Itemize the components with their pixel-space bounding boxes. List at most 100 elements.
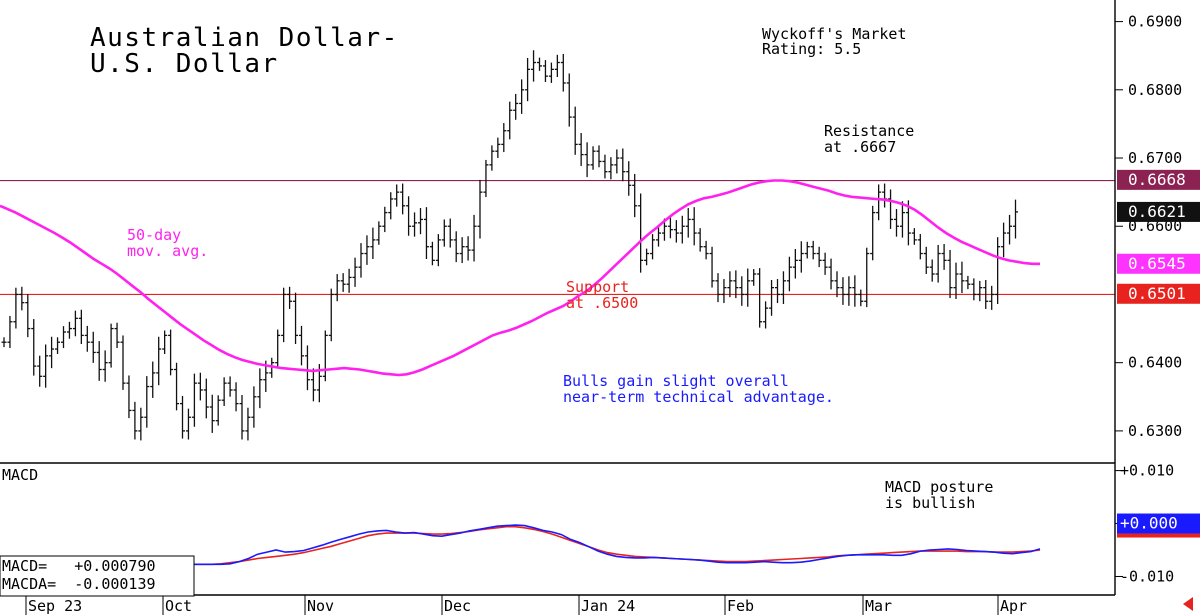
price-bar xyxy=(929,259,935,282)
price-bar xyxy=(840,277,846,305)
price-bar xyxy=(947,249,953,299)
price-bar xyxy=(61,326,66,349)
macd-readout-box xyxy=(0,555,195,597)
price-bar xyxy=(638,193,644,273)
macd-panel-label: MACD xyxy=(2,466,38,484)
price-bar xyxy=(174,362,180,411)
price-bar xyxy=(19,286,25,311)
price-tag xyxy=(1117,201,1200,222)
price-bar xyxy=(191,373,197,427)
price-bar xyxy=(180,395,185,439)
price-bar xyxy=(852,275,858,307)
price-bar xyxy=(37,355,43,387)
month-label: Oct xyxy=(165,597,192,615)
price-bar xyxy=(150,361,156,398)
rating-line1: Wyckoff's Market xyxy=(762,25,907,43)
price-bar xyxy=(370,227,376,259)
price-bar xyxy=(90,331,96,363)
price-bar xyxy=(834,271,840,298)
outlook-text-line1: Bulls gain slight overall xyxy=(563,372,789,390)
price-bar xyxy=(703,240,709,260)
price-bar xyxy=(340,273,346,292)
price-bar xyxy=(376,221,382,245)
price-bar xyxy=(1,337,7,348)
price-bar xyxy=(501,123,507,153)
price-bar xyxy=(185,408,191,440)
price-bar xyxy=(632,173,638,218)
price-bar xyxy=(257,368,263,409)
price-bar xyxy=(495,137,501,158)
price-bar xyxy=(679,215,685,244)
price-tag-label: 0.6668 xyxy=(1128,170,1186,189)
price-bar xyxy=(453,231,459,263)
price-bar xyxy=(590,146,596,170)
price-bar xyxy=(792,248,798,279)
price-bar xyxy=(358,243,364,278)
price-bar xyxy=(43,344,49,388)
price-bar xyxy=(227,376,233,397)
price-bar xyxy=(162,330,168,354)
macd-zero-tag-underline xyxy=(1117,533,1200,538)
price-bar xyxy=(745,268,751,307)
price-bar xyxy=(763,301,769,329)
price-bar xyxy=(334,274,340,302)
price-bar xyxy=(465,236,471,261)
price-bar xyxy=(168,329,174,376)
scroll-left-arrow-icon[interactable] xyxy=(1183,597,1193,611)
price-bar xyxy=(72,310,78,337)
price-bar xyxy=(435,234,441,267)
price-tags: 0.6668 0.6621 0.6545 0.6501 xyxy=(1117,169,1200,304)
price-bar xyxy=(816,246,822,268)
rating-line2: Rating: 5.5 xyxy=(762,40,861,58)
price-bar xyxy=(537,57,542,71)
price-tick-label: 0.6300 xyxy=(1128,422,1182,440)
price-bar xyxy=(269,357,275,378)
price-bar xyxy=(293,292,299,344)
price-bar xyxy=(798,241,804,273)
price-bar xyxy=(489,145,495,171)
price-bar xyxy=(572,106,578,155)
price-bar xyxy=(578,133,584,166)
price-bar xyxy=(471,214,477,262)
price-tag-label: 0.6621 xyxy=(1128,202,1186,221)
price-bars xyxy=(1,50,1018,441)
moving-average-label-line1: 50-day xyxy=(127,226,181,244)
price-bar xyxy=(245,407,251,441)
month-label: Feb xyxy=(727,597,754,615)
price-bar xyxy=(239,395,245,440)
price-bar xyxy=(209,394,215,433)
price-bar xyxy=(483,159,489,198)
price-bar xyxy=(715,273,721,303)
month-label: Apr xyxy=(1000,597,1027,615)
price-bar xyxy=(525,57,531,102)
macd-axis: +0.010 -0.010 +0.000 xyxy=(1115,462,1200,585)
macd-readout: MACD= +0.000790 xyxy=(2,557,156,575)
price-bar xyxy=(441,219,447,247)
price-bar xyxy=(328,288,334,342)
price-bar xyxy=(560,53,566,92)
price-bar xyxy=(959,261,965,294)
price-bar xyxy=(126,375,132,419)
price-bar xyxy=(382,206,388,233)
price-bar xyxy=(780,271,786,304)
macd-posture-line1: MACD posture xyxy=(885,478,993,496)
price-bar xyxy=(858,289,864,307)
price-bar xyxy=(1013,199,1018,239)
price-bar xyxy=(644,248,650,266)
price-bar xyxy=(132,401,138,440)
chart-title-line2: U.S. Dollar xyxy=(90,49,279,79)
macd-tick-label: +0.010 xyxy=(1120,462,1174,480)
price-bar xyxy=(7,315,13,349)
price-bar xyxy=(13,287,19,329)
price-bar xyxy=(953,262,959,299)
price-bar xyxy=(667,217,673,239)
price-bar xyxy=(531,50,537,82)
price-bar xyxy=(66,321,72,339)
price-bar xyxy=(394,184,400,207)
price-bar xyxy=(673,220,679,243)
price-bar xyxy=(251,386,257,428)
price-bar xyxy=(864,247,870,308)
price-bar xyxy=(757,268,763,328)
macd-tick-label: -0.010 xyxy=(1120,567,1174,585)
